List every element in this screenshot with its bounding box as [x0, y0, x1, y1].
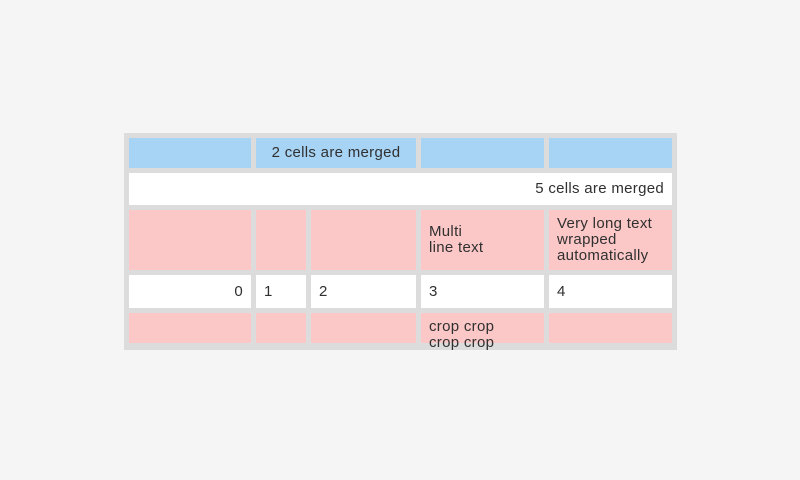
header-cell-0[interactable]: [129, 138, 251, 168]
cell-r4c0[interactable]: 0: [129, 275, 251, 308]
number-label-1: 1: [264, 282, 273, 300]
header-cell-4[interactable]: [549, 138, 672, 168]
table-row-numbers: 0 1 2 3 4: [129, 275, 672, 308]
cell-merged-all[interactable]: 5 cells are merged: [129, 173, 672, 205]
header-cell-merged-1-2[interactable]: 2 cells are merged: [256, 138, 416, 168]
cell-r4c2[interactable]: 2: [311, 275, 416, 308]
table-row-header: 2 cells are merged: [129, 138, 672, 168]
multiline-label: Multi line text: [429, 223, 484, 256]
cell-r4c3[interactable]: 3: [421, 275, 544, 308]
table-row-merged: 5 cells are merged: [129, 173, 672, 205]
number-label-2: 2: [319, 282, 328, 300]
cell-r4c4[interactable]: 4: [549, 275, 672, 308]
cell-r5c0[interactable]: [129, 313, 251, 343]
cell-r5c3-cropped[interactable]: crop crop crop crop: [421, 313, 544, 350]
merged-2-label: 2 cells are merged: [271, 144, 401, 161]
number-label-3: 3: [429, 282, 438, 300]
crop-label: crop crop crop crop: [429, 318, 495, 351]
number-label-4: 4: [557, 282, 566, 300]
table-row-multiline: Multi line text Very long text wrapped a…: [129, 210, 672, 270]
cell-r3c1[interactable]: [256, 210, 306, 270]
number-label-0: 0: [234, 282, 243, 300]
wrapped-label: Very long text wrapped automatically: [557, 215, 653, 264]
cell-r5c2[interactable]: [311, 313, 416, 343]
cell-r3c2[interactable]: [311, 210, 416, 270]
header-cell-3[interactable]: [421, 138, 544, 168]
cell-r3c3[interactable]: Multi line text: [421, 210, 544, 270]
cell-r4c1[interactable]: 1: [256, 275, 306, 308]
table-row-cropped: crop crop crop crop: [129, 313, 672, 350]
cell-r5c1[interactable]: [256, 313, 306, 343]
merged-5-label: 5 cells are merged: [535, 180, 664, 197]
cell-r5c4[interactable]: [549, 313, 672, 343]
cell-r3c0[interactable]: [129, 210, 251, 270]
cell-r3c4[interactable]: Very long text wrapped automatically: [549, 210, 672, 270]
table-widget[interactable]: 2 cells are merged 5 cells are merged Mu…: [124, 133, 677, 350]
